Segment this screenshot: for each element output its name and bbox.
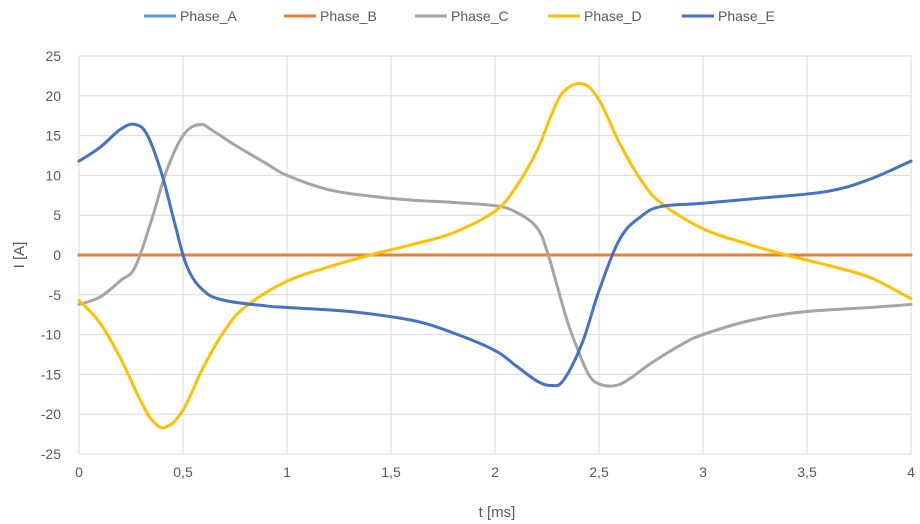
y-tick-label: 20: [45, 88, 61, 104]
series-line-phase-d: [77, 82, 913, 430]
x-tick-label: 3,5: [797, 464, 817, 480]
legend: Phase_A Phase_B Phase_C Phase_D Phase_E: [144, 8, 775, 24]
legend-label: Phase_C: [451, 8, 509, 24]
x-tick-label: 2: [491, 464, 499, 480]
y-tick-label: 10: [45, 167, 61, 183]
x-tick-label: 4: [907, 464, 915, 480]
y-tick-label: 25: [45, 48, 61, 64]
y-tick-label: -5: [49, 287, 62, 303]
axes: -25 -20 -15 -10 -5 0 5 10 15 20 25 0 0,5 1 1,5 2 2,5 3 3,5…: [41, 48, 915, 480]
y-tick-label: -10: [41, 327, 61, 343]
x-tick-label: 3: [699, 464, 707, 480]
legend-item-phase-a: Phase_A: [144, 8, 237, 24]
legend-label: Phase_A: [180, 8, 237, 24]
series-line-phase-e: [77, 122, 913, 388]
y-tick-label: 5: [53, 207, 61, 223]
y-tick-label: -20: [41, 406, 61, 422]
x-tick-label: 1: [283, 464, 291, 480]
legend-label: Phase_D: [584, 8, 642, 24]
series-line-phase-c: [77, 122, 913, 388]
x-axis-title: t [ms]: [479, 504, 516, 521]
x-tick-label: 0,5: [173, 464, 193, 480]
legend-item-phase-b: Phase_B: [284, 8, 377, 24]
legend-item-phase-e: Phase_E: [682, 8, 775, 24]
y-tick-label: -15: [41, 366, 61, 382]
y-axis-title: I [A]: [11, 242, 28, 269]
y-tick-label: 0: [53, 247, 61, 263]
x-tick-label: 0: [75, 464, 83, 480]
series-lines: [77, 82, 913, 430]
y-tick-label: -25: [41, 446, 61, 462]
legend-label: Phase_B: [320, 8, 377, 24]
y-tick-label: 15: [45, 128, 61, 144]
legend-item-phase-d: Phase_D: [548, 8, 642, 24]
legend-label: Phase_E: [718, 8, 775, 24]
x-tick-label: 1,5: [381, 464, 401, 480]
x-tick-label: 2,5: [589, 464, 609, 480]
legend-item-phase-c: Phase_C: [415, 8, 509, 24]
